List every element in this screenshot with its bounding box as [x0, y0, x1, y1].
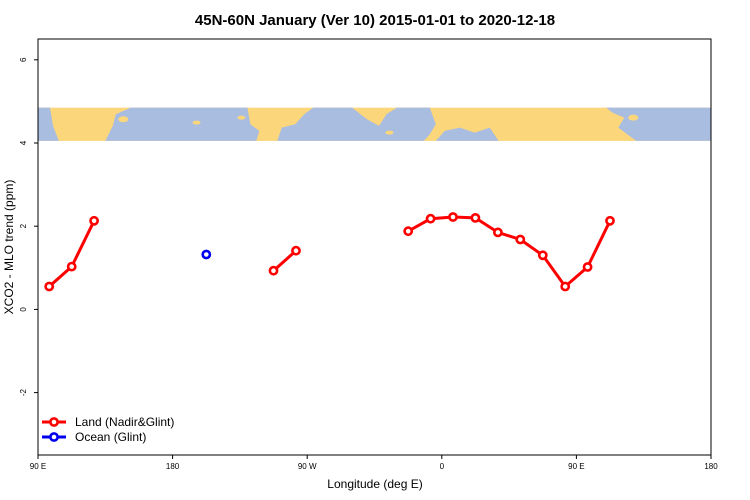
x-axis-label: Longitude (deg E) — [327, 477, 422, 491]
y-tick-label: 0 — [19, 307, 28, 312]
legend-marker — [49, 432, 59, 442]
map-ocean-shape — [435, 127, 499, 141]
x-tick-label: 90 E — [30, 462, 46, 471]
x-tick-label: 0 — [440, 462, 445, 471]
data-point — [425, 213, 436, 224]
y-tick-label: 4 — [19, 140, 28, 145]
map-island-shape — [237, 115, 246, 120]
series-1 — [201, 249, 212, 260]
x-tick-label: 90 E — [568, 462, 584, 471]
data-point — [470, 212, 481, 223]
legend-label: Ocean (Glint) — [75, 430, 146, 444]
map-island-shape — [192, 120, 201, 125]
data-point — [44, 281, 55, 292]
y-tick-label: -2 — [19, 388, 28, 396]
data-point — [515, 234, 526, 245]
data-point — [448, 212, 458, 222]
x-axis: 90 E 180 90 W 0 90 E 180 — [30, 455, 718, 471]
data-point — [268, 265, 279, 276]
map-ocean-shape — [38, 107, 59, 141]
series-line — [272, 249, 297, 272]
x-tick-label: 180 — [704, 462, 718, 471]
world-map-band — [38, 107, 711, 141]
data-point — [291, 245, 301, 256]
map-ocean-shape — [105, 107, 260, 141]
x-tick-label: 90 W — [298, 462, 317, 471]
data-point — [66, 261, 77, 272]
data-point — [560, 281, 571, 292]
y-axis-label: XCO2 - MLO trend (ppm) — [2, 180, 16, 315]
map-island-shape — [385, 130, 394, 135]
plot-series — [44, 212, 615, 292]
map-ocean-shape — [277, 107, 436, 141]
data-point — [89, 215, 99, 226]
data-point — [582, 262, 593, 272]
y-tick-label: 6 — [19, 57, 28, 62]
map-island-shape — [628, 114, 639, 121]
data-point — [537, 250, 548, 261]
series-line — [48, 220, 96, 288]
data-point — [403, 226, 414, 237]
data-point — [201, 249, 212, 260]
data-point — [492, 227, 503, 238]
legend-label: Land (Nadir&Glint) — [75, 415, 174, 429]
map-island-shape — [118, 116, 129, 123]
legend: Land (Nadir&Glint)Ocean (Glint) — [42, 415, 174, 444]
x-tick-label: 180 — [166, 462, 180, 471]
plot-frame — [37, 38, 712, 456]
y-tick-label: 2 — [19, 223, 28, 228]
chart-title: 45N-60N January (Ver 10) 2015-01-01 to 2… — [195, 12, 555, 29]
legend-marker — [49, 417, 59, 427]
data-point — [605, 215, 615, 226]
series-line — [407, 215, 612, 288]
series-0 — [44, 212, 615, 292]
y-axis: -2 0 2 4 6 — [19, 57, 38, 396]
